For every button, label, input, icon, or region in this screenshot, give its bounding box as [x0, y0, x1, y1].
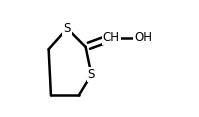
Text: CH: CH	[102, 31, 120, 44]
Text: S: S	[88, 68, 95, 81]
Text: OH: OH	[135, 31, 152, 44]
Text: S: S	[63, 22, 71, 35]
